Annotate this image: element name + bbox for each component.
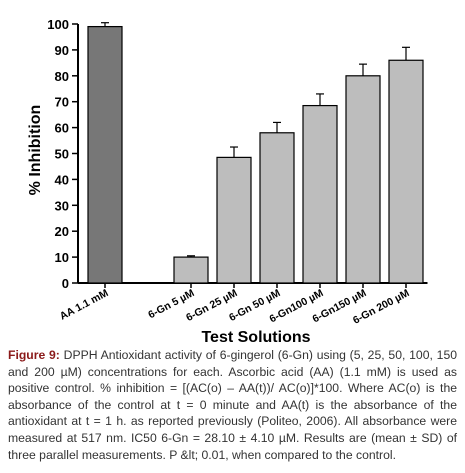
x-axis-label: Test Solutions bbox=[201, 329, 310, 345]
caption-label: Figure 9: bbox=[8, 348, 60, 362]
bar bbox=[216, 156, 252, 284]
bar bbox=[87, 25, 123, 284]
y-tick-label: 50 bbox=[55, 147, 69, 162]
y-tick-label: 90 bbox=[55, 43, 69, 58]
caption: Figure 9: DPPH Antioxidant activity of 6… bbox=[8, 347, 457, 463]
bar bbox=[259, 132, 295, 284]
y-tick-label: 20 bbox=[55, 224, 69, 239]
y-axis-label: % Inhibition bbox=[27, 105, 44, 196]
caption-text: DPPH Antioxidant activity of 6-gingerol … bbox=[8, 348, 457, 462]
bar bbox=[345, 75, 381, 284]
y-tick-label: 80 bbox=[55, 69, 69, 84]
y-tick-label: 70 bbox=[55, 95, 69, 110]
y-tick-label: 10 bbox=[55, 250, 69, 265]
chart: % Inhibition Test Solutions 0 10 20 30 40 50 6… bbox=[27, 17, 428, 345]
y-tick-label: 100 bbox=[47, 17, 69, 32]
bar bbox=[173, 256, 209, 284]
y-tick-label: 30 bbox=[55, 198, 69, 213]
bar bbox=[388, 59, 424, 284]
y-tick-label: 60 bbox=[55, 121, 69, 136]
y-tick-label: 40 bbox=[55, 172, 69, 187]
y-tick-label: 0 bbox=[62, 276, 69, 291]
bar bbox=[302, 104, 338, 284]
x-tick-label: AA 1.1 mM bbox=[58, 287, 111, 323]
